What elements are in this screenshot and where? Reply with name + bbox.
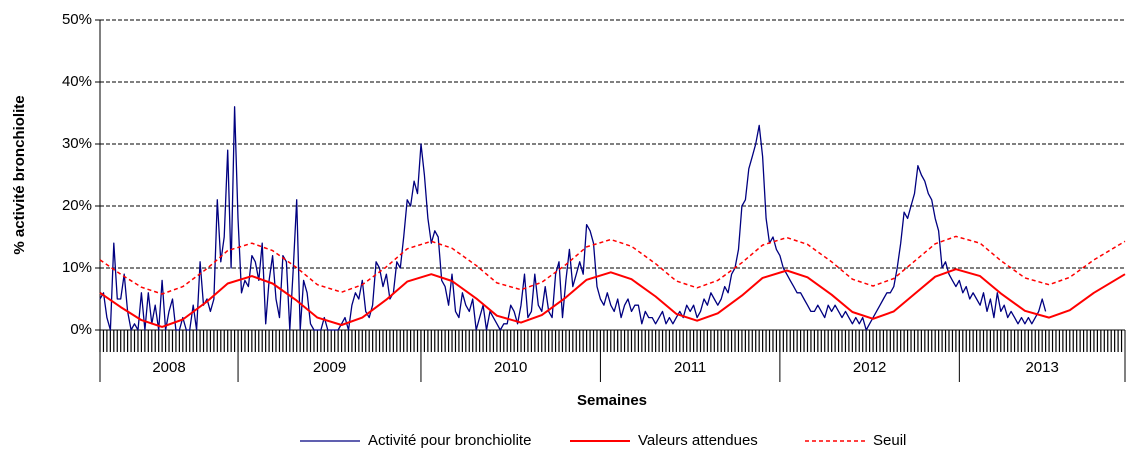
series-line — [99, 235, 1126, 295]
legend-label: Seuil — [873, 432, 906, 449]
x-axis-label: Semaines — [577, 392, 647, 409]
series-line — [99, 268, 1126, 328]
y-tick-label: 0% — [70, 321, 92, 338]
series-line — [99, 106, 1047, 331]
year-label: 2008 — [152, 359, 185, 376]
y-tick-label: 30% — [62, 135, 92, 152]
year-label: 2011 — [674, 359, 706, 376]
y-tick-label: 20% — [62, 197, 92, 214]
legend-label: Valeurs attendues — [638, 432, 758, 449]
year-label: 2013 — [1025, 359, 1058, 376]
y-tick-label: 10% — [62, 259, 92, 276]
y-axis-label: % activité bronchiolite — [11, 95, 28, 254]
year-label: 2012 — [853, 359, 886, 376]
y-tick-label: 50% — [62, 11, 92, 28]
year-label: 2010 — [494, 359, 527, 376]
y-tick-label: 40% — [62, 73, 92, 90]
legend-label: Activité pour bronchiolite — [368, 432, 531, 449]
year-label: 2009 — [313, 359, 346, 376]
